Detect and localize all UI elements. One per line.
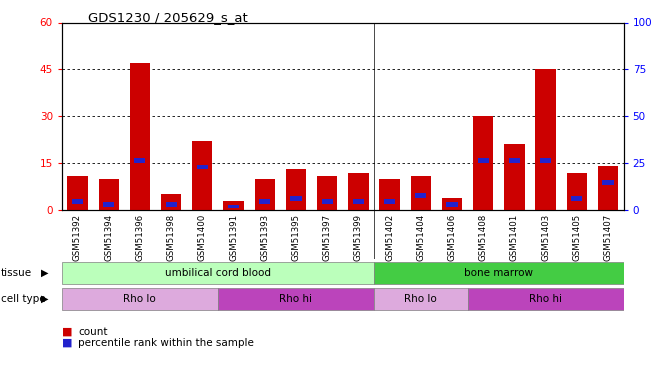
Bar (134, 158, 145, 163)
Text: GSM51403: GSM51403 (541, 214, 550, 261)
Text: GSM51400: GSM51400 (198, 214, 207, 261)
Text: GSM51392: GSM51392 (73, 214, 82, 261)
Bar (259, 199, 270, 204)
Text: GSM51402: GSM51402 (385, 214, 394, 261)
Bar (286, 170, 306, 210)
Text: ▶: ▶ (40, 294, 48, 304)
Bar (505, 144, 525, 210)
Bar (540, 158, 551, 163)
Bar (380, 179, 400, 210)
Bar (415, 193, 426, 198)
Bar (602, 180, 614, 185)
Text: ▶: ▶ (40, 268, 48, 278)
Bar (72, 199, 83, 204)
Text: GSM51393: GSM51393 (260, 214, 270, 261)
Bar (103, 202, 114, 207)
Text: GSM51407: GSM51407 (603, 214, 613, 261)
Bar (130, 63, 150, 210)
Bar (467, 288, 624, 310)
Text: count: count (78, 327, 107, 337)
Bar (228, 206, 239, 209)
Text: ■: ■ (62, 338, 72, 348)
Bar (509, 158, 520, 163)
Bar (478, 158, 489, 163)
Bar (98, 179, 118, 210)
Bar (62, 262, 374, 284)
Bar (536, 69, 556, 210)
Bar (255, 179, 275, 210)
Bar (442, 198, 462, 210)
Text: GSM51391: GSM51391 (229, 214, 238, 261)
Text: Rho hi: Rho hi (279, 294, 312, 304)
Text: GDS1230 / 205629_s_at: GDS1230 / 205629_s_at (88, 11, 247, 24)
Bar (353, 199, 364, 204)
Bar (322, 199, 333, 204)
Text: percentile rank within the sample: percentile rank within the sample (78, 338, 254, 348)
Text: ■: ■ (62, 327, 72, 337)
Bar (192, 141, 212, 210)
Text: Rho hi: Rho hi (529, 294, 562, 304)
Text: GSM51398: GSM51398 (167, 214, 176, 261)
Bar (447, 202, 458, 207)
Text: GSM51401: GSM51401 (510, 214, 519, 261)
Bar (374, 288, 467, 310)
Bar (290, 196, 301, 201)
Bar (62, 288, 218, 310)
Bar (473, 116, 493, 210)
Text: GSM51397: GSM51397 (323, 214, 331, 261)
Text: Rho lo: Rho lo (404, 294, 437, 304)
Bar (572, 196, 583, 201)
Text: GSM51406: GSM51406 (447, 214, 456, 261)
Bar (348, 172, 368, 210)
Text: GSM51405: GSM51405 (572, 214, 581, 261)
Text: GSM51399: GSM51399 (354, 214, 363, 261)
Bar (165, 202, 176, 207)
Bar (218, 288, 374, 310)
Text: tissue: tissue (1, 268, 32, 278)
Bar (567, 172, 587, 210)
Text: cell type: cell type (1, 294, 46, 304)
Text: umbilical cord blood: umbilical cord blood (165, 268, 271, 278)
Bar (67, 176, 88, 210)
Bar (374, 262, 624, 284)
Bar (598, 166, 618, 210)
Bar (197, 165, 208, 170)
Text: GSM51395: GSM51395 (292, 214, 300, 261)
Text: GSM51394: GSM51394 (104, 214, 113, 261)
Text: GSM51408: GSM51408 (478, 214, 488, 261)
Text: GSM51404: GSM51404 (416, 214, 425, 261)
Bar (411, 176, 431, 210)
Bar (317, 176, 337, 210)
Text: Rho lo: Rho lo (124, 294, 156, 304)
Bar (384, 199, 395, 204)
Bar (161, 194, 181, 210)
Text: bone marrow: bone marrow (464, 268, 533, 278)
Text: GSM51396: GSM51396 (135, 214, 145, 261)
Bar (223, 201, 243, 210)
